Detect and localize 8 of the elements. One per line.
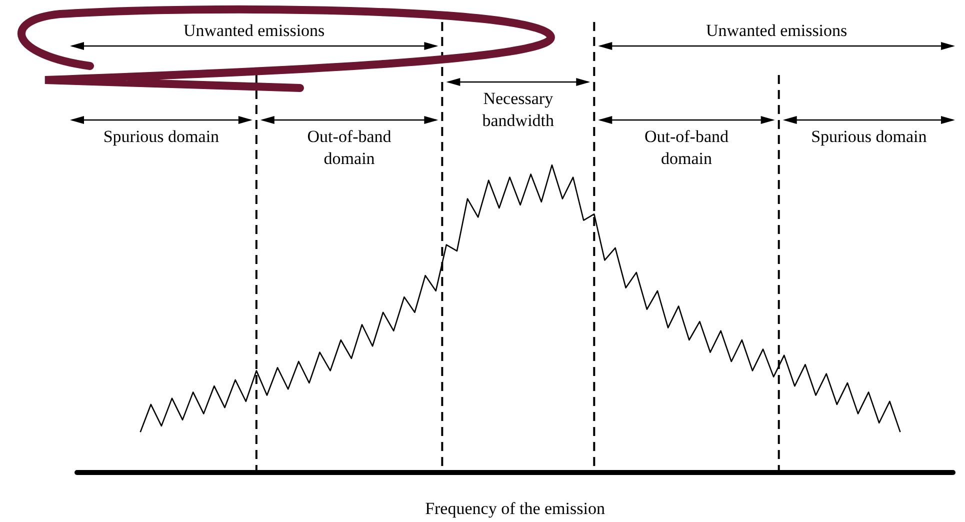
text: Spurious domain [810,126,928,148]
text: Spurious domain [102,126,220,148]
annotation: Out-of-band domain [306,126,392,170]
text: Unwanted emissions [704,20,848,42]
annotation: Out-of-band domain [643,126,730,170]
text: Necessary bandwidth [481,88,556,132]
text: Unwanted emissions [182,20,326,42]
x-axis-title: Frequency of the emission [425,499,606,518]
